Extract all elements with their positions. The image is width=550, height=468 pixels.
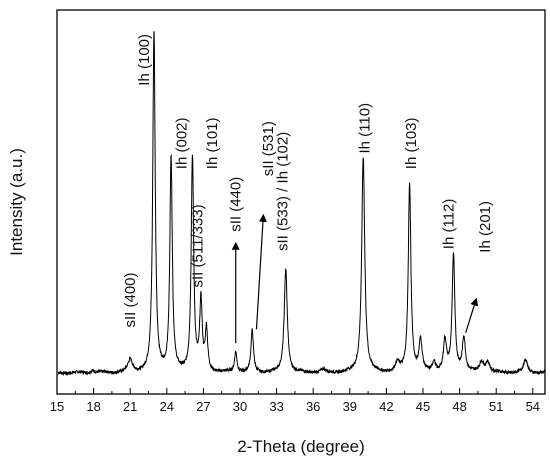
x-tick-label: 42 [379, 399, 393, 414]
annotation-arrow [465, 297, 479, 333]
x-axis-title: 2-Theta (degree) [237, 437, 365, 456]
peak-label: sII (533) / Ih (102) [275, 132, 292, 251]
peak-label: sII (440) [228, 177, 245, 232]
x-tick-label: 48 [452, 399, 466, 414]
peak-annotations: sII (400) Ih (100) Ih (002) Ih (101) sII (51… [122, 34, 494, 328]
x-tick-label: 18 [86, 399, 100, 414]
annotation-arrow [255, 213, 267, 330]
x-axis-ticks [56, 388, 534, 394]
annotation-arrows [231, 213, 479, 344]
x-tick-label: 27 [196, 399, 210, 414]
plot-frame [56, 9, 546, 395]
x-axis-tick-labels: 15 18 21 24 27 30 33 36 39 42 45 48 51 54 [50, 399, 540, 414]
x-tick-label: 21 [123, 399, 137, 414]
peak-label: Ih (101) [204, 117, 221, 169]
x-tick-label: 33 [269, 399, 283, 414]
peak-label: Ih (002) [173, 117, 190, 169]
x-tick-label: 51 [489, 399, 503, 414]
peak-label: Ih (201) [477, 201, 494, 253]
peak-label: Ih (112) [441, 199, 458, 250]
series-line [57, 31, 546, 377]
peak-label: sII (531) [260, 121, 277, 176]
x-tick-label: 39 [343, 399, 357, 414]
y-axis-title: Intensity (a.u.) [7, 148, 26, 256]
peak-label: sII (400) [122, 272, 139, 327]
peak-label: Ih (103) [403, 117, 420, 169]
peak-label: sII (511/333) [189, 204, 206, 287]
x-tick-label: 45 [416, 399, 430, 414]
x-tick-label: 54 [526, 399, 540, 414]
x-tick-label: 30 [233, 399, 247, 414]
peak-label: Ih (100) [136, 34, 153, 86]
x-tick-label: 36 [306, 399, 320, 414]
x-tick-label: 15 [50, 399, 64, 414]
peak-label: Ih (110) [356, 103, 373, 154]
x-tick-label: 24 [160, 399, 174, 414]
